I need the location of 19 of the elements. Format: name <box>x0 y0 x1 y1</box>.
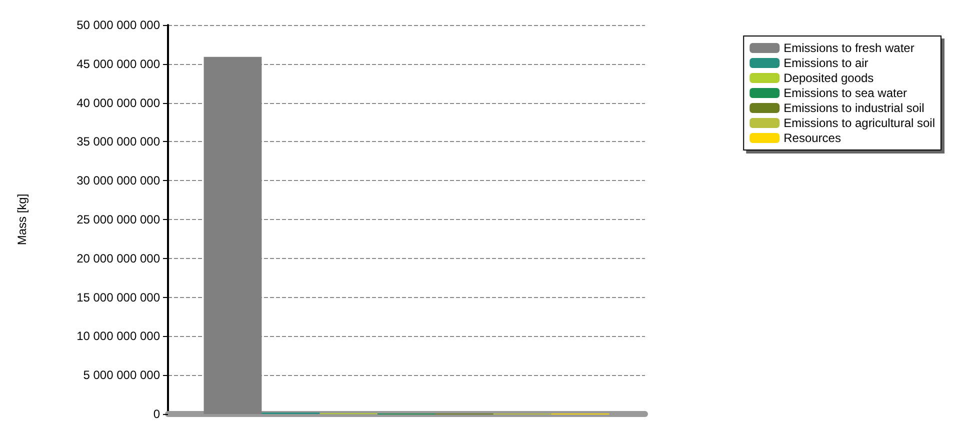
legend-label: Emissions to industrial soil <box>784 101 924 115</box>
legend-label: Emissions to air <box>784 56 868 70</box>
legend-label: Emissions to agricultural soil <box>784 116 935 130</box>
y-tick-label: 10 000 000 000 <box>76 329 160 344</box>
legend-label: Deposited goods <box>784 71 874 85</box>
y-axis-title: Mass [kg] <box>15 194 29 246</box>
y-tick-label: 30 000 000 000 <box>76 174 160 188</box>
y-tick-label: 0 <box>153 407 160 421</box>
legend-label: Emissions to fresh water <box>784 41 914 55</box>
y-tick-label: 20 000 000 000 <box>76 251 160 266</box>
y-tick-label: 5 000 000 000 <box>83 368 160 382</box>
y-tick-label: 15 000 000 000 <box>76 290 160 304</box>
y-tick-label: 25 000 000 000 <box>76 212 160 226</box>
y-tick-label: 40 000 000 000 <box>76 96 160 110</box>
y-tick-label: 45 000 000 000 <box>76 56 160 71</box>
y-tick-label: 50 000 000 000 <box>76 18 160 32</box>
legend-label: Resources <box>784 131 841 145</box>
legend-label: Emissions to sea water <box>784 86 907 100</box>
y-tick-label: 35 000 000 000 <box>76 134 160 149</box>
